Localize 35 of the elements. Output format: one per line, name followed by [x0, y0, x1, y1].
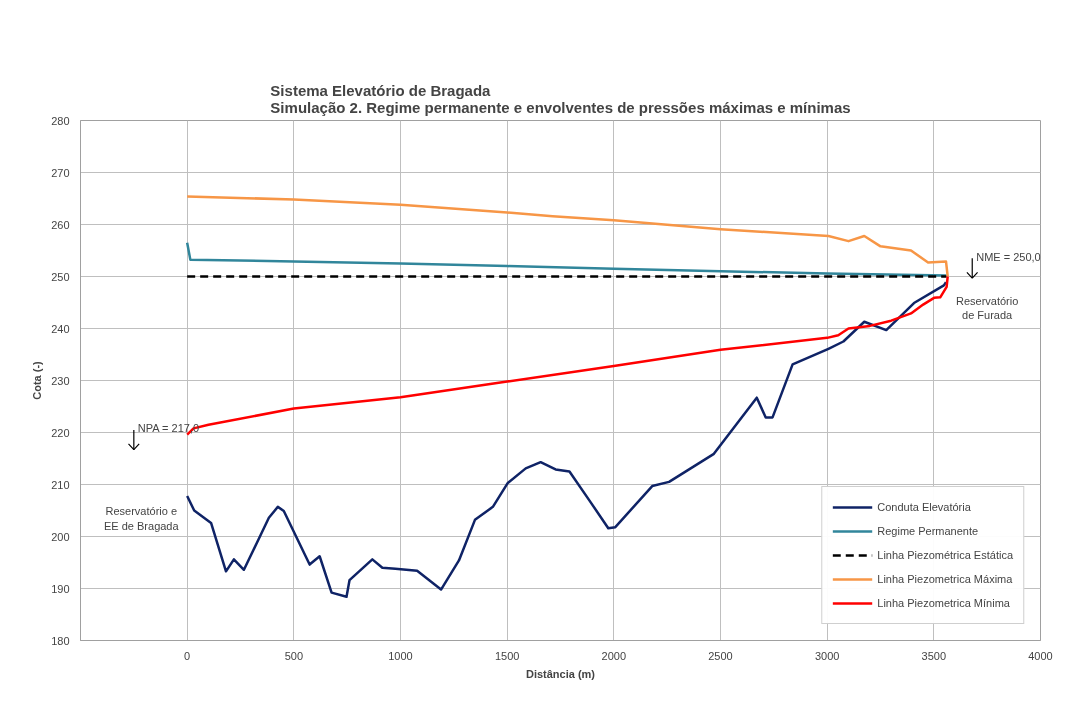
y-tick-label: 220: [51, 426, 70, 439]
legend-label: Linha Piezometrica Máxima: [877, 573, 1013, 585]
line-series: [185, 195, 949, 278]
legend-label: Regime Permanente: [877, 525, 979, 537]
y-axis-title: Cota (-): [31, 360, 44, 400]
x-tick-label: 3500: [921, 649, 947, 662]
y-tick-label: 270: [51, 166, 70, 179]
legend-label: Conduta Elevatória: [877, 501, 971, 513]
x-tick-label: 0: [184, 649, 191, 662]
annotation: NPA = 217,0: [137, 422, 200, 435]
y-tick-label: 260: [51, 218, 70, 231]
annotation: NME = 250,0: [976, 250, 1041, 263]
y-tick-label: 250: [51, 270, 70, 283]
x-tick-label: 2000: [601, 649, 627, 662]
chart-subtitle: Simulação 2. Regime permanente e envolventes de pressões máximas e mínimas: [270, 98, 851, 116]
y-tick-label: 190: [51, 582, 70, 595]
x-tick-label: 1000: [388, 649, 413, 662]
x-tick-label: 3000: [814, 649, 840, 662]
x-tick-label: 1500: [494, 649, 520, 662]
x-tick-label: 500: [284, 649, 304, 662]
x-axis-title: Distância (m): [525, 667, 596, 680]
y-tick-label: 230: [51, 374, 70, 387]
annotation: Reservatório de Furada: [955, 294, 1019, 322]
chart-title: Sistema Elevatório de Bragada: [270, 81, 492, 99]
y-tick-label: 180: [51, 634, 70, 647]
y-tick-label: 280: [51, 114, 70, 127]
line-series: [185, 241, 948, 277]
x-tick-label: 4000: [1028, 649, 1053, 662]
x-tick-label: 2500: [708, 649, 733, 662]
legend-label: Linha Piezométrica Estática: [877, 549, 1013, 561]
legend-label: Linha Piezometrica Mínima: [877, 597, 1010, 609]
annotation: Reservatório e EE de Bragada: [104, 505, 180, 532]
y-tick-label: 240: [51, 322, 70, 335]
y-tick-label: 210: [51, 478, 70, 491]
y-tick-label: 200: [51, 530, 70, 543]
